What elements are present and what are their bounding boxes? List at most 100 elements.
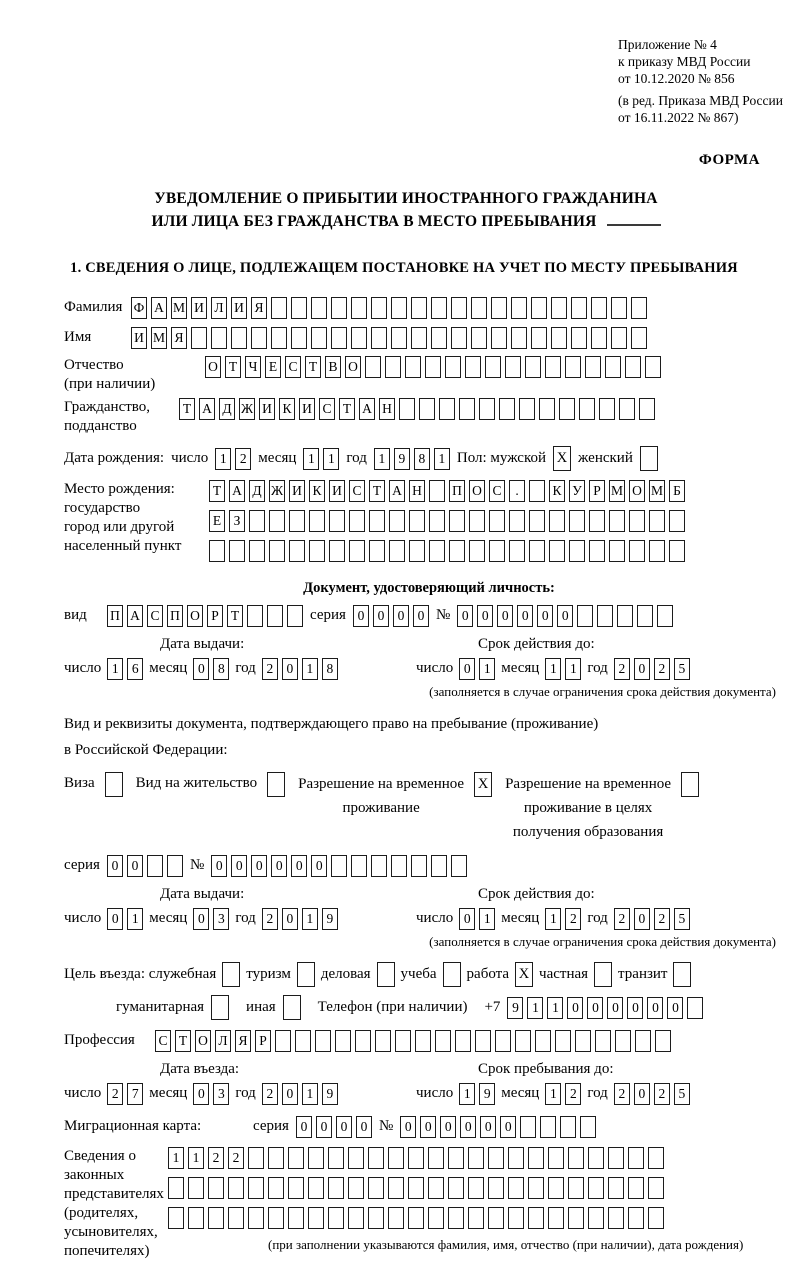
char-box[interactable]: 0	[281, 657, 298, 680]
char-box[interactable]	[248, 1147, 264, 1169]
char-box[interactable]: 0	[459, 907, 476, 930]
char-box[interactable]	[568, 1147, 584, 1169]
char-box[interactable]	[628, 1177, 644, 1199]
char-box[interactable]	[331, 296, 347, 319]
char-box[interactable]	[615, 1029, 631, 1052]
char-box[interactable]	[267, 604, 283, 627]
char-box[interactable]: О	[205, 356, 221, 378]
char-box[interactable]	[291, 326, 307, 349]
char-box[interactable]	[328, 1177, 344, 1199]
char-box[interactable]	[669, 540, 685, 562]
char-box[interactable]	[519, 398, 535, 420]
char-box[interactable]: И	[231, 296, 247, 319]
char-box[interactable]: 0	[335, 1115, 352, 1138]
char-box[interactable]: М	[649, 480, 665, 502]
char-box[interactable]	[535, 1029, 551, 1052]
char-box[interactable]	[451, 326, 467, 349]
char-box[interactable]: 0	[412, 604, 429, 627]
char-box[interactable]	[508, 1147, 524, 1169]
char-box[interactable]: 8	[321, 657, 338, 680]
char-box[interactable]	[308, 1147, 324, 1169]
char-box[interactable]: С	[147, 604, 163, 627]
char-box[interactable]	[448, 1207, 464, 1229]
char-box[interactable]	[531, 326, 547, 349]
char-box[interactable]	[146, 854, 163, 877]
char-box[interactable]: 2	[565, 907, 582, 930]
char-box[interactable]	[631, 326, 647, 349]
char-box[interactable]: И	[131, 326, 147, 349]
char-box[interactable]: Н	[379, 398, 395, 420]
char-box[interactable]: Я	[251, 296, 267, 319]
char-box[interactable]	[608, 1147, 624, 1169]
char-box[interactable]	[308, 1207, 324, 1229]
char-box[interactable]: Т	[225, 356, 241, 378]
char-box[interactable]	[579, 398, 595, 420]
char-box[interactable]: 1	[303, 447, 320, 470]
char-box[interactable]: З	[229, 510, 245, 532]
char-box[interactable]: 1	[479, 907, 496, 930]
char-box[interactable]	[629, 540, 645, 562]
char-box[interactable]: 8	[413, 447, 430, 470]
char-box[interactable]: 0	[480, 1115, 497, 1138]
char-box[interactable]	[591, 326, 607, 349]
char-box[interactable]: Т	[179, 398, 195, 420]
char-box[interactable]	[508, 1177, 524, 1199]
char-box[interactable]	[591, 296, 607, 319]
char-box[interactable]	[648, 1207, 664, 1229]
char-box[interactable]	[471, 296, 487, 319]
char-box[interactable]	[269, 540, 285, 562]
checkbox[interactable]	[296, 962, 315, 987]
char-box[interactable]: С	[349, 480, 365, 502]
char-box[interactable]	[411, 296, 427, 319]
char-box[interactable]	[509, 510, 525, 532]
char-box[interactable]	[455, 1029, 471, 1052]
char-box[interactable]: 0	[355, 1115, 372, 1138]
char-box[interactable]	[488, 1147, 504, 1169]
char-box[interactable]	[648, 1147, 664, 1169]
char-box[interactable]	[595, 1029, 611, 1052]
char-box[interactable]: Д	[219, 398, 235, 420]
char-box[interactable]	[211, 326, 227, 349]
char-box[interactable]: 0	[440, 1115, 457, 1138]
char-box[interactable]	[405, 356, 421, 378]
char-box[interactable]	[539, 398, 555, 420]
char-box[interactable]	[275, 1029, 291, 1052]
char-box[interactable]	[631, 296, 647, 319]
char-box[interactable]	[639, 398, 655, 420]
char-box[interactable]: 0	[667, 996, 684, 1019]
char-box[interactable]: 1	[527, 996, 544, 1019]
char-box[interactable]	[331, 854, 348, 877]
char-box[interactable]	[247, 604, 263, 627]
char-box[interactable]	[391, 296, 407, 319]
char-box[interactable]: И	[329, 480, 345, 502]
char-box[interactable]	[389, 510, 405, 532]
char-box[interactable]	[655, 1029, 671, 1052]
char-box[interactable]: Т	[227, 604, 243, 627]
char-box[interactable]	[468, 1177, 484, 1199]
char-box[interactable]: Т	[175, 1029, 191, 1052]
char-box[interactable]: 1	[459, 1082, 476, 1105]
char-box[interactable]	[248, 1177, 264, 1199]
char-box[interactable]	[548, 1177, 564, 1199]
char-box[interactable]: 1	[301, 657, 318, 680]
char-box[interactable]	[585, 356, 601, 378]
char-box[interactable]	[687, 996, 704, 1019]
char-box[interactable]: 1	[547, 996, 564, 1019]
char-box[interactable]: 0	[251, 854, 268, 877]
char-box[interactable]	[569, 540, 585, 562]
checkbox[interactable]	[267, 772, 286, 797]
char-box[interactable]	[191, 326, 207, 349]
char-box[interactable]	[599, 398, 615, 420]
char-box[interactable]: И	[289, 480, 305, 502]
char-box[interactable]: О	[629, 480, 645, 502]
char-box[interactable]	[229, 540, 245, 562]
char-box[interactable]	[491, 296, 507, 319]
char-box[interactable]	[489, 540, 505, 562]
char-box[interactable]: С	[489, 480, 505, 502]
char-box[interactable]: 0	[420, 1115, 437, 1138]
char-box[interactable]	[435, 1029, 451, 1052]
char-box[interactable]: М	[171, 296, 187, 319]
char-box[interactable]: С	[285, 356, 301, 378]
char-box[interactable]: А	[127, 604, 143, 627]
char-box[interactable]: 1	[127, 907, 144, 930]
